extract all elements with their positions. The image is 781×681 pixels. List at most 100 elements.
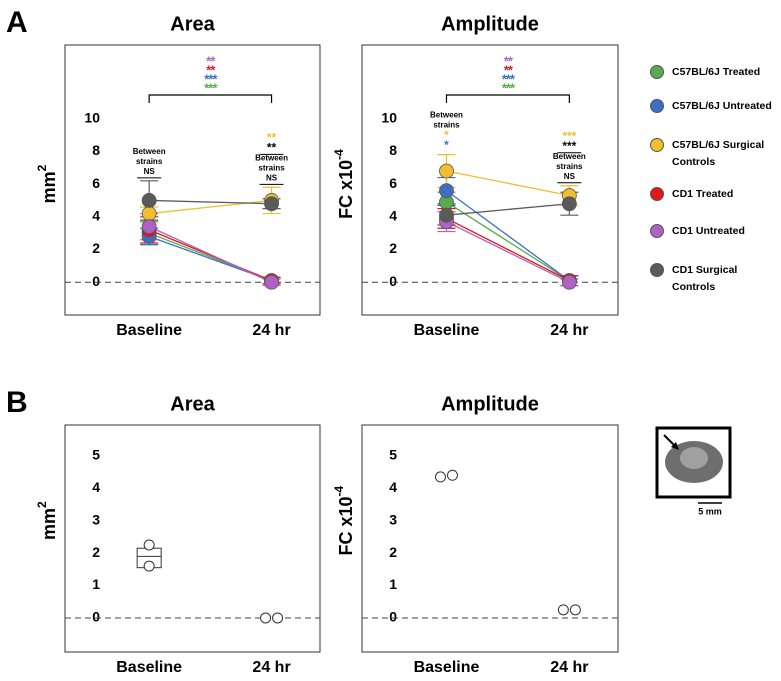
bracket: [148, 94, 273, 103]
series-line: [149, 199, 272, 205]
y-axis-label-main: FC x10: [336, 496, 356, 555]
significance-stars: ***: [502, 80, 516, 95]
legend-label: C57BL/6J Treated: [672, 66, 761, 78]
note-text: NS: [266, 173, 278, 182]
note-text: Between: [133, 147, 166, 156]
y-tick-label: 2: [389, 240, 397, 256]
legend-item: C57BL/6J Untreated: [650, 98, 775, 115]
y-axis-label-superscript: -4: [332, 149, 346, 160]
panel-label: A: [6, 6, 28, 39]
chart-title: Amplitude: [441, 393, 539, 415]
legend-item: CD1 Untreated: [650, 223, 775, 240]
data-point: [434, 471, 446, 483]
inset: 5 mm: [655, 426, 732, 516]
note-text: Between: [553, 152, 586, 161]
significance-stars: **: [267, 131, 277, 145]
series-line: [446, 221, 570, 283]
data-point: [143, 560, 155, 572]
y-tick-label: 2: [92, 544, 100, 560]
y-axis-label-superscript: 2: [35, 164, 49, 171]
y-tick-label: 2: [92, 240, 100, 256]
y-axis-label-superscript: 2: [35, 501, 49, 508]
y-tick-label: 5: [92, 447, 100, 463]
data-point: [272, 612, 284, 624]
plot-frame: [64, 424, 321, 653]
data-point: [141, 219, 157, 235]
x-tick-label: Baseline: [116, 659, 182, 676]
data-point: [143, 539, 155, 551]
series-line: [446, 170, 570, 197]
legend-item: CD1 Surgical Controls: [650, 262, 775, 296]
legend-swatch: [650, 65, 664, 79]
y-tick-label: 5: [389, 447, 397, 463]
chart-title: Amplitude: [441, 13, 539, 35]
significance-stars: **: [206, 62, 216, 77]
data-point: [557, 604, 569, 616]
panel-label: B: [6, 386, 28, 419]
legend-label: CD1 Treated: [672, 188, 734, 200]
legend-swatch: [650, 138, 664, 152]
legend-item: C57BL/6J Surgical Controls: [650, 137, 775, 171]
y-tick-label: 4: [92, 479, 100, 495]
legend-swatch: [650, 263, 664, 277]
x-tick-label: Baseline: [414, 659, 480, 676]
legend-label: CD1 Surgical Controls: [672, 264, 738, 293]
y-tick-label: 0: [92, 609, 100, 625]
data-point: [561, 274, 577, 290]
y-tick-label: 8: [92, 142, 100, 158]
scale-label: 5 mm: [698, 506, 722, 516]
significance-stars: ***: [562, 139, 576, 153]
note-text: strains: [433, 121, 460, 130]
y-tick-label: 4: [389, 208, 397, 224]
legend-label: C57BL/6J Surgical Controls: [672, 139, 765, 168]
y-axis-label-main: mm: [39, 508, 59, 540]
significance-stars: *: [444, 138, 449, 152]
legend-swatch: [650, 99, 664, 113]
legend-swatch: [650, 224, 664, 238]
brain-detail: [680, 447, 708, 469]
x-tick-label: 24 hr: [550, 322, 588, 339]
data-point: [264, 274, 279, 290]
note-text: strains: [258, 163, 285, 172]
series-line: [446, 203, 570, 216]
bracket: [445, 94, 570, 103]
significance-stars: **: [504, 53, 514, 68]
y-axis-label-main: mm: [39, 171, 59, 203]
y-tick-label: 10: [84, 109, 100, 125]
series-line: [446, 217, 570, 282]
series-line: [446, 190, 570, 282]
y-tick-label: 1: [389, 576, 397, 592]
y-tick-label: 1: [92, 576, 100, 592]
note-text: NS: [564, 172, 576, 181]
x-tick-label: 24 hr: [252, 659, 290, 676]
data-point: [446, 469, 458, 481]
x-tick-label: Baseline: [116, 322, 182, 339]
y-tick-label: 10: [381, 109, 397, 125]
note-text: Between: [430, 111, 463, 120]
data-point: [439, 183, 454, 199]
y-axis-label: mm2: [35, 501, 59, 540]
significance-stars: **: [267, 141, 277, 155]
series-line: [148, 226, 272, 283]
plot-frame: [64, 44, 321, 316]
significance-stars: **: [504, 62, 514, 77]
inset-arrowhead: [671, 442, 679, 450]
data-point: [561, 196, 577, 212]
note-text: strains: [556, 162, 583, 171]
significance-stars: ***: [204, 80, 218, 95]
note-text: Between: [255, 153, 288, 162]
series-line: [148, 229, 272, 282]
y-axis-label: FC x10-4: [332, 149, 356, 219]
note-text: NS: [144, 167, 156, 176]
significance-stars: ***: [562, 129, 576, 143]
legend-item: C57BL/6J Treated: [650, 64, 775, 81]
plot-frame: [361, 424, 619, 653]
x-tick-label: Baseline: [414, 322, 480, 339]
y-tick-label: 6: [92, 175, 100, 191]
y-tick-label: 3: [389, 511, 397, 527]
y-axis-label: FC x10-4: [332, 485, 356, 555]
significance-stars: ***: [204, 71, 218, 86]
y-tick-label: 6: [389, 175, 397, 191]
data-point: [141, 206, 157, 221]
